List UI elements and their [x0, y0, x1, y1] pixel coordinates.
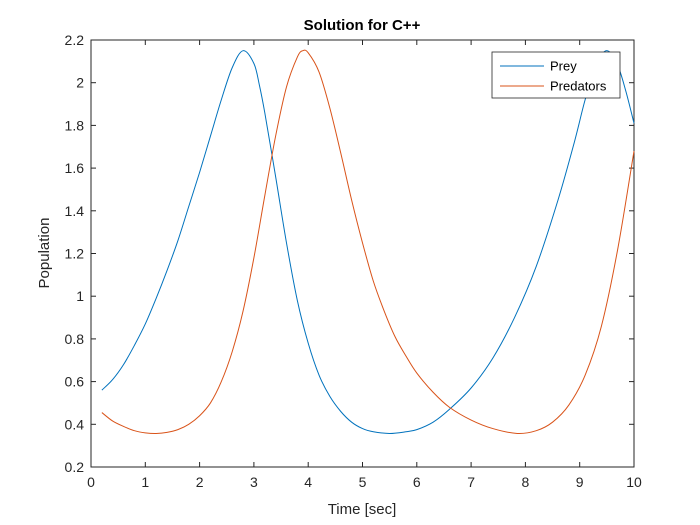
y-axis-ticks: 0.2 0.4 0.6 0.8 1 1.2 1.4 1.6 1.8 2 2.2	[65, 32, 634, 475]
x-axis-ticks: 0 1 2 3 4 5 6 7 8 9 10	[87, 40, 642, 490]
x-tick-label: 6	[413, 474, 421, 490]
x-tick-label: 2	[196, 474, 204, 490]
y-axis-label: Population	[36, 218, 53, 289]
y-tick-label: 0.8	[65, 331, 85, 347]
series-layer	[101, 49, 635, 435]
x-tick-label: 4	[304, 474, 312, 490]
y-tick-label: 2	[76, 75, 84, 91]
y-tick-label: 1.4	[65, 203, 85, 219]
plot-area: 0 1 2 3 4 5 6 7 8 9 10 0.2 0.4 0.6 0.8 1 1.2 1.4 1.6 1.8 2 2…	[65, 32, 642, 490]
x-tick-label: 10	[626, 474, 642, 490]
x-tick-label: 8	[522, 474, 530, 490]
x-tick-label: 5	[359, 474, 367, 490]
x-tick-label: 1	[141, 474, 149, 490]
legend-label-prey: Prey	[550, 59, 577, 74]
legend-label-predators: Predators	[550, 79, 607, 94]
series-line-prey	[101, 50, 635, 434]
y-tick-label: 0.2	[65, 459, 85, 475]
chart-title: Solution for C++	[304, 17, 421, 34]
x-tick-label: 9	[576, 474, 584, 490]
x-tick-label: 7	[467, 474, 475, 490]
x-tick-label: 0	[87, 474, 95, 490]
y-tick-label: 1.2	[65, 246, 85, 262]
x-axis-label: Time [sec]	[328, 501, 397, 518]
y-tick-label: 2.2	[65, 32, 85, 48]
y-tick-label: 0.6	[65, 374, 85, 390]
x-tick-label: 3	[250, 474, 258, 490]
legend-box	[491, 51, 621, 99]
y-tick-label: 1.8	[65, 117, 85, 133]
y-tick-label: 0.4	[65, 416, 85, 432]
legend: Prey Predators	[491, 51, 621, 99]
series-line-predators	[101, 49, 635, 435]
y-tick-label: 1.6	[65, 160, 85, 176]
y-tick-label: 1	[76, 288, 84, 304]
